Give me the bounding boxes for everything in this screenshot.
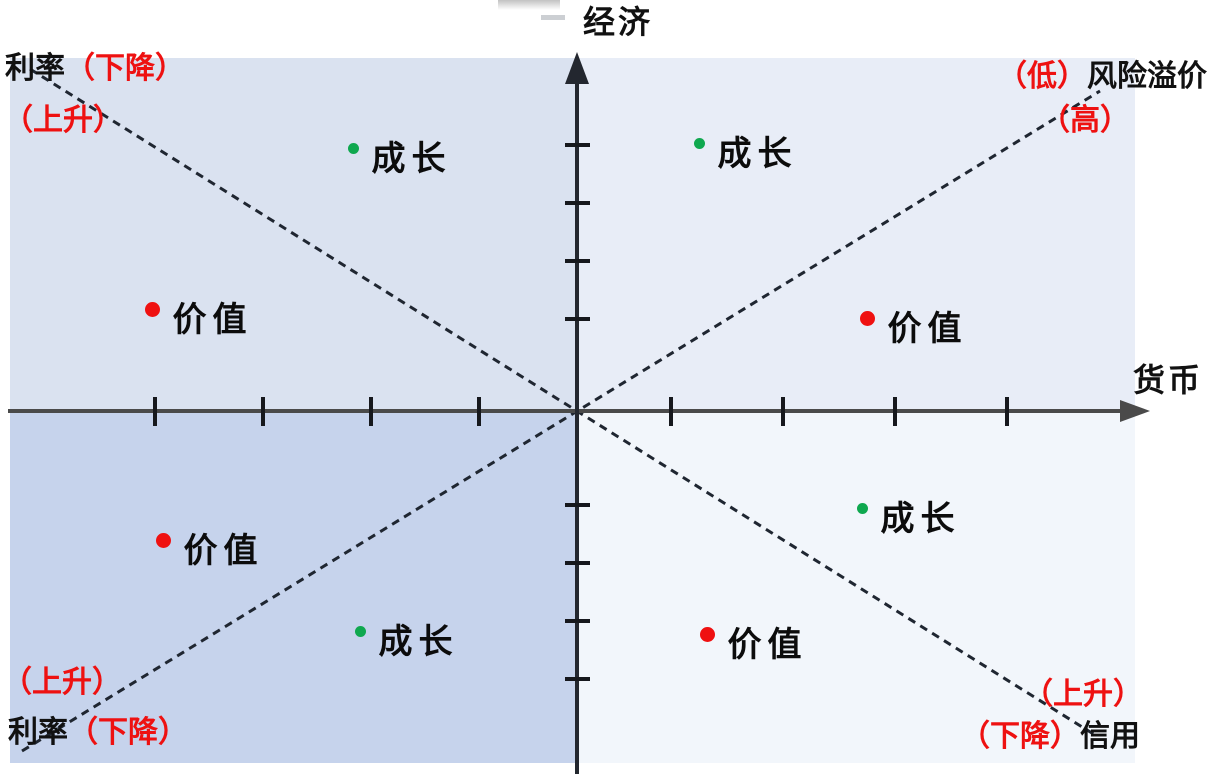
annotation-text-red: （下降） bbox=[68, 716, 188, 749]
x-axis-arrowhead bbox=[1120, 400, 1150, 422]
y-axis-label: 经济 bbox=[583, 4, 654, 40]
point-value-top-right: 价值 bbox=[859, 303, 968, 348]
annotation-text-black: 利率 bbox=[8, 716, 68, 749]
annotation-text-black: 信用 bbox=[1080, 720, 1140, 753]
value-dot bbox=[859, 310, 875, 326]
value-dot bbox=[699, 626, 715, 642]
point-label: 价值 bbox=[727, 626, 808, 664]
annotation-top-left-interest-rate: 利率（下降） bbox=[5, 52, 185, 87]
annotation-top-right-high: （高） bbox=[1040, 104, 1130, 137]
growth-dot bbox=[347, 142, 359, 154]
annotation-text-red: （下降） bbox=[960, 720, 1080, 753]
y-axis bbox=[565, 52, 590, 774]
quadrant-top-right-bg bbox=[577, 58, 1135, 411]
x-axis-label: 货币 bbox=[1133, 362, 1204, 398]
value-dot bbox=[144, 301, 160, 317]
growth-dot bbox=[693, 137, 705, 149]
diagonal-interest-rate-line bbox=[29, 67, 1096, 737]
annotation-bottom-right-rising: （上升） bbox=[1023, 678, 1143, 711]
point-growth-top-left: 成长 bbox=[347, 133, 452, 178]
point-growth-bottom-right: 成长 bbox=[856, 493, 961, 538]
y-axis-arrowhead bbox=[565, 52, 589, 84]
point-value-top-left: 价值 bbox=[144, 294, 253, 339]
growth-dot bbox=[354, 625, 366, 637]
annotation-bottom-left-rising: （上升） bbox=[2, 666, 122, 699]
annotation-bottom-left-interest-rate: 利率（下降） bbox=[8, 716, 188, 751]
annotation-bottom-right-credit: （下降）信用 bbox=[960, 720, 1140, 755]
point-label: 成长 bbox=[717, 135, 798, 173]
point-label: 成长 bbox=[378, 623, 459, 661]
annotation-text-red: （低） bbox=[997, 60, 1087, 93]
point-label: 价值 bbox=[183, 532, 264, 570]
point-growth-bottom-left: 成长 bbox=[354, 616, 459, 661]
annotation-text-red: （下降） bbox=[65, 52, 185, 85]
artifact-dash bbox=[541, 15, 565, 20]
annotation-top-left-rising: （上升） bbox=[3, 104, 123, 137]
x-axis bbox=[8, 397, 1150, 426]
point-label: 价值 bbox=[172, 301, 253, 339]
point-label: 价值 bbox=[887, 310, 968, 348]
point-label: 成长 bbox=[880, 500, 961, 538]
value-dot bbox=[155, 532, 171, 548]
point-value-bottom-left: 价值 bbox=[155, 525, 264, 570]
point-growth-top-right: 成长 bbox=[693, 128, 798, 173]
annotation-top-right-risk-premium: （低）风险溢价 bbox=[997, 60, 1207, 95]
quadrant-bottom-right-bg bbox=[577, 411, 1135, 763]
point-label: 成长 bbox=[371, 140, 452, 178]
annotation-text-black: 利率 bbox=[5, 52, 65, 85]
annotation-text-black: 风险溢价 bbox=[1087, 60, 1207, 93]
artifact-smudge bbox=[498, 0, 560, 10]
point-value-bottom-right: 价值 bbox=[699, 619, 808, 664]
diagonal-risk-premium-credit-line bbox=[21, 89, 1101, 753]
growth-dot bbox=[856, 502, 868, 514]
